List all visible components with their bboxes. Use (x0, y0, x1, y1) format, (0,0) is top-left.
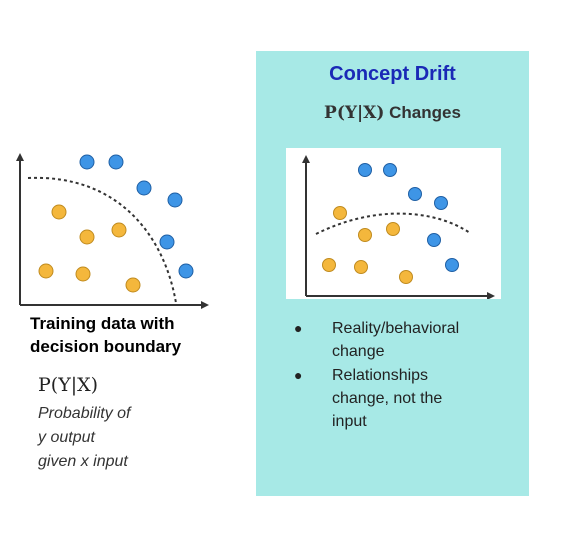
bullet-relationships-change: ● Relationships change, not the input (286, 364, 516, 433)
orange-points (38, 204, 141, 293)
probability-description: Probability of y output given x input (38, 402, 198, 474)
concept-drift-panel: Concept Drift P(Y|X) Changes (256, 51, 529, 496)
data-point-orange (322, 258, 336, 272)
x-axis-arrowhead (201, 301, 209, 309)
data-point-blue (159, 234, 175, 250)
data-point-blue (108, 154, 124, 170)
data-point-orange (38, 263, 54, 279)
y-axis-arrowhead (302, 155, 310, 163)
training-caption: Training data with decision boundary (30, 312, 230, 358)
desc-line-1: Probability of (38, 405, 131, 422)
drifted-data-plot (302, 155, 495, 300)
data-point-orange (51, 204, 67, 220)
data-point-blue (167, 192, 183, 208)
caption-line-2: decision boundary (30, 337, 182, 356)
subtitle-formula: P(Y|X) (324, 103, 385, 123)
conditional-probability-formula: P(Y|X) (38, 374, 99, 396)
x-axis-arrowhead (487, 292, 495, 300)
data-point-orange (125, 277, 141, 293)
bullet-line: input (332, 413, 367, 430)
data-point-orange (386, 222, 400, 236)
data-point-blue (358, 163, 372, 177)
plot-axes (19, 158, 205, 306)
bullet-line: Reality/behavioral (332, 320, 460, 337)
bullet-line: Relationships (332, 367, 429, 384)
bullet-reality-change: ● Reality/behavioral change (286, 317, 516, 363)
drift-bullet-list: ● Reality/behavioral change ● Relationsh… (286, 317, 516, 434)
bullet-line: change, not the (332, 390, 443, 407)
panel-subtitle: P(Y|X) Changes (256, 103, 529, 123)
data-point-blue (408, 187, 422, 201)
plot-axes (305, 160, 491, 297)
bullet-line: change (332, 343, 385, 360)
data-point-blue (434, 196, 448, 210)
bullet-dot-icon: ● (294, 367, 303, 383)
data-point-blue (445, 258, 459, 272)
blue-points (79, 154, 194, 279)
data-point-orange (358, 228, 372, 242)
drift-plot-box (286, 148, 501, 300)
training-data-plot (16, 153, 209, 309)
decision-boundary (27, 176, 177, 304)
data-point-blue (79, 154, 95, 170)
data-point-orange (75, 266, 91, 282)
desc-line-2: y output (38, 429, 95, 446)
caption-line-1: Training data with (30, 314, 175, 333)
decision-boundary (315, 212, 471, 235)
data-point-orange (333, 206, 347, 220)
subtitle-suffix: Changes (384, 103, 461, 122)
data-point-orange (79, 229, 95, 245)
orange-points (322, 206, 413, 284)
data-point-blue (136, 180, 152, 196)
desc-line-3: given x input (38, 453, 128, 470)
data-point-blue (178, 263, 194, 279)
data-point-orange (354, 260, 368, 274)
data-point-orange (399, 270, 413, 284)
bullet-dot-icon: ● (294, 320, 303, 336)
panel-title: Concept Drift (329, 63, 456, 85)
y-axis-arrowhead (16, 153, 24, 161)
data-point-blue (427, 233, 441, 247)
data-point-blue (383, 163, 397, 177)
data-point-orange (111, 222, 127, 238)
blue-points (358, 163, 459, 272)
